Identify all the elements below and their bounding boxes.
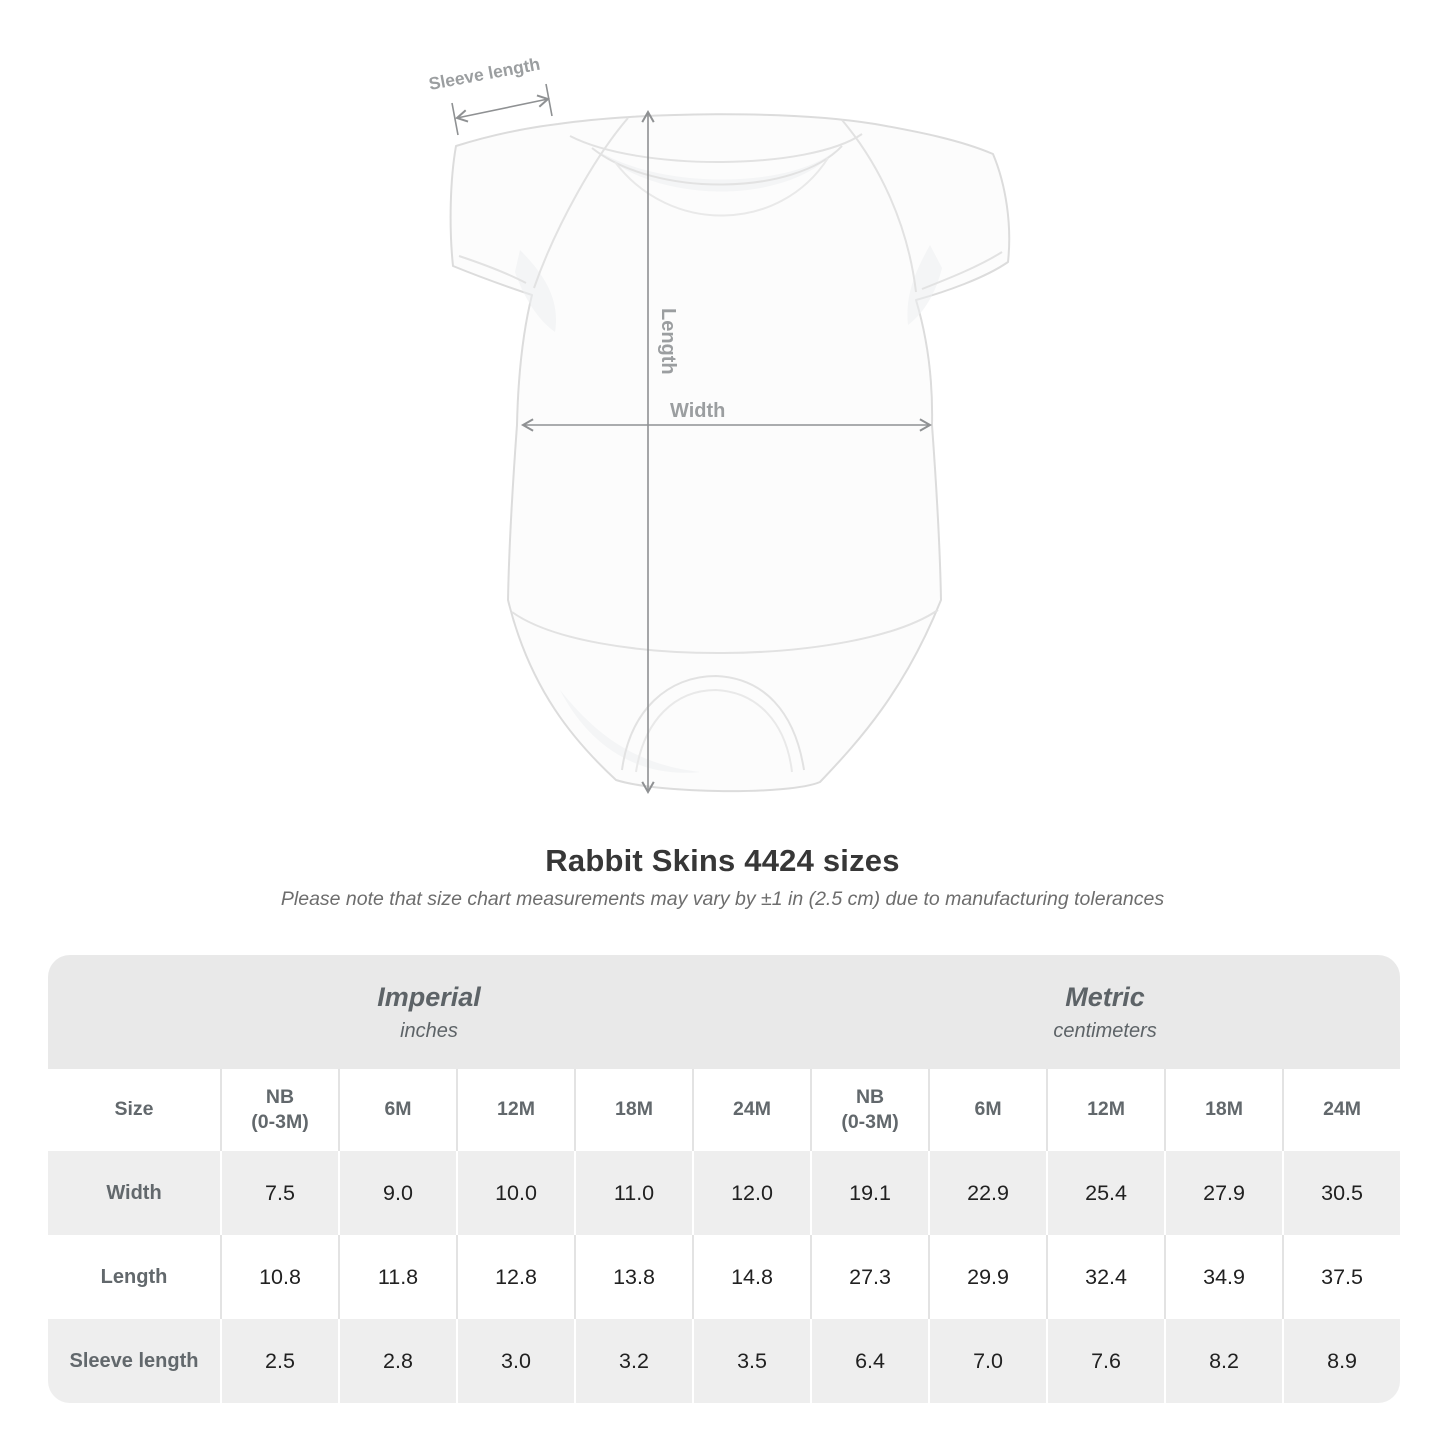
metric-value-cell: 22.9 <box>928 1151 1047 1235</box>
metric-value-cell: 7.6 <box>1046 1319 1165 1403</box>
imperial-value-cell: 2.5 <box>220 1319 338 1403</box>
imperial-value-cell: 3.0 <box>456 1319 574 1403</box>
bodysuit-measurement-diagram: Sleeve length Length Width <box>427 54 1011 795</box>
imperial-group-label: Imperial <box>377 981 481 1012</box>
bodysuit-illustration <box>449 113 1011 793</box>
table-row: Length 10.8 11.8 12.8 13.8 14.8 27.3 29.9 32.4 34… <box>48 1235 1400 1319</box>
imperial-value-cell: 12.8 <box>456 1235 574 1319</box>
garment-shading <box>515 150 942 773</box>
imperial-value-cell: 10.8 <box>220 1235 338 1319</box>
size-table-container: Imperial inches Metric centimeters Size N… <box>48 955 1400 1403</box>
metric-value-cell: 19.1 <box>810 1151 929 1235</box>
imperial-value-cell: 14.8 <box>692 1235 811 1319</box>
metric-value-cell: 27.9 <box>1164 1151 1283 1235</box>
metric-value-cell: 27.3 <box>810 1235 929 1319</box>
sleeve-length-label: Sleeve length <box>427 54 542 94</box>
imperial-value-cell: 9.0 <box>338 1151 456 1235</box>
size-header-cell: 12M <box>456 1069 574 1151</box>
metric-group-header: Metric centimeters <box>810 955 1400 1069</box>
page-title: Rabbit Skins 4424 sizes <box>545 843 900 878</box>
imperial-value-cell: 13.8 <box>574 1235 692 1319</box>
width-label: Width <box>670 400 725 422</box>
length-label: Length <box>657 308 679 375</box>
size-header-cell: 24M <box>1282 1069 1400 1151</box>
imperial-value-cell: 11.0 <box>574 1151 692 1235</box>
imperial-value-cell: 11.8 <box>338 1235 456 1319</box>
metric-value-cell: 34.9 <box>1164 1235 1283 1319</box>
unit-group-row: Imperial inches Metric centimeters <box>48 955 1400 1069</box>
size-header-cell: 18M <box>574 1069 692 1151</box>
metric-group-label: Metric <box>1065 981 1145 1012</box>
neckline-detail <box>533 117 917 293</box>
size-header-cell: NB (0-3M) <box>810 1069 929 1151</box>
bodysuit-silhouette <box>449 113 1011 793</box>
measurement-arrows <box>451 83 933 795</box>
row-label-cell: Length <box>48 1235 220 1319</box>
imperial-group-header: Imperial inches <box>48 955 811 1069</box>
imperial-group-unit: inches <box>400 1019 458 1042</box>
metric-group-unit: centimeters <box>1053 1019 1157 1042</box>
imperial-value-cell: 2.8 <box>338 1319 456 1403</box>
tolerance-note: Please note that size chart measurements… <box>280 888 1165 910</box>
imperial-value-cell: 3.2 <box>574 1319 692 1403</box>
imperial-value-cell: 3.5 <box>692 1319 811 1403</box>
metric-value-cell: 37.5 <box>1282 1235 1400 1319</box>
size-header-cell: 12M <box>1046 1069 1165 1151</box>
metric-value-cell: 30.5 <box>1282 1151 1400 1235</box>
size-header-cell: NB (0-3M) <box>220 1069 338 1151</box>
size-table-body: Imperial inches Metric centimeters Size N… <box>48 955 1400 1403</box>
size-header-row: Size NB (0-3M) 6M 12M 18M 24M NB (0-3M) 6M 12M 18M 2… <box>48 1069 1400 1151</box>
chart-heading: Rabbit Skins 4424 sizes Please note that… <box>0 843 1445 911</box>
sleeve-length-arrow <box>451 83 553 136</box>
size-header-cell: 24M <box>692 1069 811 1151</box>
size-table: Imperial inches Metric centimeters Size N… <box>48 955 1400 1403</box>
size-header-cell: 6M <box>928 1069 1047 1151</box>
imperial-value-cell: 10.0 <box>456 1151 574 1235</box>
metric-value-cell: 6.4 <box>810 1319 929 1403</box>
size-column-header: Size <box>48 1069 220 1151</box>
sleeve-hem-detail <box>458 251 1003 290</box>
size-header-cell: 18M <box>1164 1069 1283 1151</box>
row-label-cell: Sleeve length <box>48 1319 220 1403</box>
metric-value-cell: 29.9 <box>928 1235 1047 1319</box>
metric-value-cell: 25.4 <box>1046 1151 1165 1235</box>
table-row: Width 7.5 9.0 10.0 11.0 12.0 19.1 22.9 25.4 27.9 3… <box>48 1151 1400 1235</box>
imperial-value-cell: 7.5 <box>220 1151 338 1235</box>
metric-value-cell: 32.4 <box>1046 1235 1165 1319</box>
table-row: Sleeve length 2.5 2.8 3.0 3.2 3.5 6.4 7.0 7.6 8.2… <box>48 1319 1400 1403</box>
imperial-value-cell: 12.0 <box>692 1151 811 1235</box>
row-label-cell: Width <box>48 1151 220 1235</box>
size-header-cell: 6M <box>338 1069 456 1151</box>
metric-value-cell: 8.9 <box>1282 1319 1400 1403</box>
metric-value-cell: 7.0 <box>928 1319 1047 1403</box>
metric-value-cell: 8.2 <box>1164 1319 1283 1403</box>
